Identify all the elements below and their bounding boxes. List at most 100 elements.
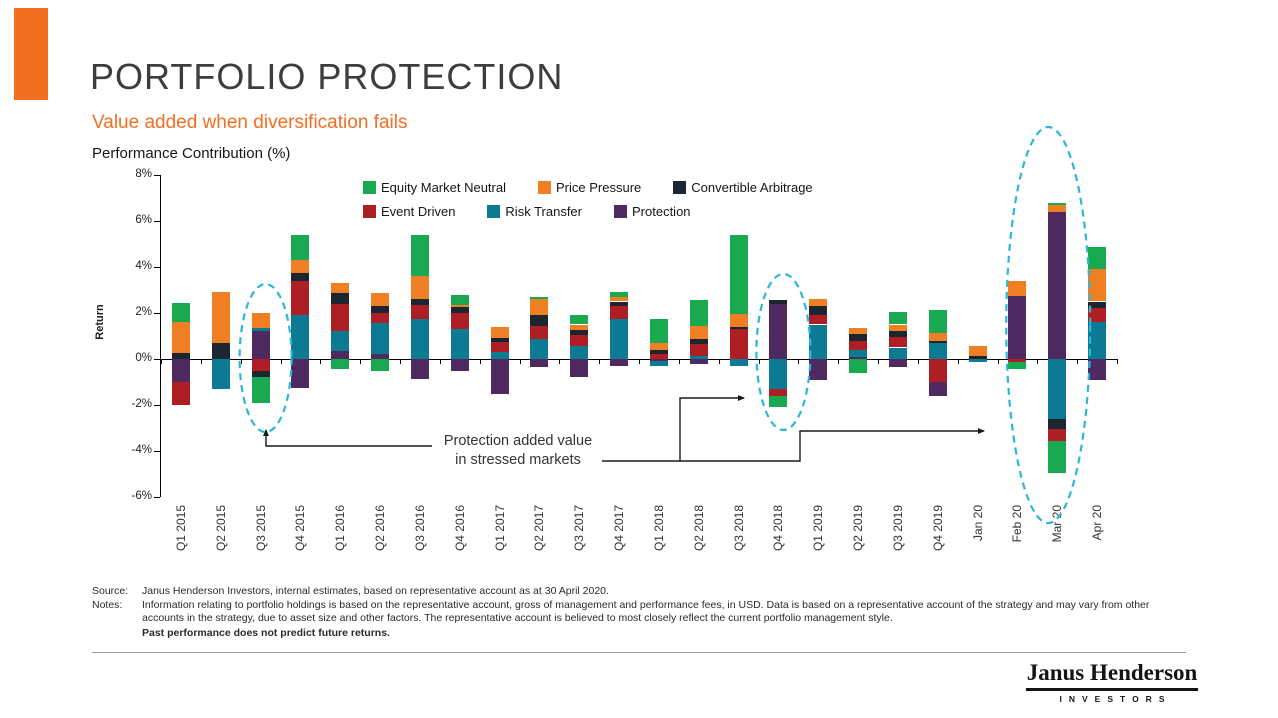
legend-item: Event Driven — [363, 204, 455, 219]
brand-accent-bar — [14, 8, 48, 100]
bar-segment — [450, 307, 469, 313]
x-axis-label: Mar 20 — [1050, 505, 1065, 543]
bar-segment — [490, 352, 509, 359]
legend-swatch — [363, 205, 376, 218]
x-axis-label: Q1 2019 — [811, 505, 826, 552]
bar-segment — [530, 359, 549, 368]
x-axis-tick — [1117, 359, 1118, 364]
bar-segment — [211, 359, 230, 389]
bar-segment — [689, 325, 708, 340]
brand-logo-subtext: INVESTORS — [1059, 694, 1172, 704]
x-axis-label: Q3 2015 — [253, 505, 268, 552]
x-axis-label: Q2 2016 — [373, 505, 388, 552]
bar-segment — [371, 359, 390, 371]
x-axis-label: Q2 2018 — [691, 505, 706, 552]
bar-segment — [410, 359, 429, 379]
bar-segment — [1088, 308, 1107, 323]
bar-segment — [649, 359, 668, 362]
bar-segment — [928, 359, 947, 382]
x-axis-tick — [838, 359, 840, 364]
bar-segment — [171, 353, 190, 359]
bar-segment — [610, 301, 629, 307]
x-axis-tick — [878, 359, 879, 364]
disclaimer-text: Past performance does not predict future… — [142, 626, 390, 639]
bar-segment — [331, 350, 350, 359]
bar-segment — [171, 359, 190, 382]
y-axis-label: 4% — [135, 260, 152, 272]
bar-segment — [490, 359, 509, 394]
x-axis-label: Q3 2019 — [890, 505, 905, 552]
bar-segment — [610, 292, 629, 297]
bar-segment — [729, 326, 748, 330]
x-axis-label: Q3 2017 — [572, 505, 587, 552]
chart-legend: Equity Market Neutral Price Pressure Conve… — [363, 180, 813, 228]
bar-segment — [371, 306, 390, 313]
bar-segment — [530, 325, 549, 340]
bar-segment — [171, 322, 190, 354]
y-axis-tick — [154, 267, 160, 268]
x-axis-label: Q2 2019 — [851, 505, 866, 552]
legend-item: Equity Market Neutral — [363, 180, 506, 195]
x-axis-label: Q3 2018 — [731, 505, 746, 552]
bar-segment — [729, 359, 748, 366]
x-axis-tick — [200, 359, 202, 364]
bar-segment — [331, 359, 350, 370]
bar-segment — [849, 333, 868, 341]
bar-segment — [450, 304, 469, 308]
bar-segment — [331, 283, 350, 294]
bar-segment — [171, 302, 190, 323]
legend-item: Protection — [614, 204, 691, 219]
bar-segment — [1008, 280, 1027, 296]
legend-label: Event Driven — [381, 204, 456, 219]
brand-logo: Janus Henderson INVESTORS — [1026, 660, 1198, 704]
bar-segment — [769, 359, 788, 389]
bar-segment — [530, 315, 549, 326]
bar-segment — [928, 382, 947, 396]
bar-segment — [849, 359, 868, 373]
bar-segment — [769, 395, 788, 408]
bar-segment — [530, 339, 549, 359]
x-axis-label: Apr 20 — [1090, 505, 1105, 541]
bar-segment — [928, 340, 947, 343]
bar-segment — [649, 349, 668, 355]
annotation-callout: Protection added value in stressed marke… — [418, 432, 618, 470]
x-axis-tick — [360, 359, 362, 364]
legend-swatch — [673, 181, 687, 194]
x-axis-tick — [280, 359, 282, 364]
bar-segment — [928, 332, 947, 341]
y-axis-tick — [154, 359, 160, 360]
x-axis-label: Q4 2018 — [771, 505, 786, 552]
bar-segment — [729, 329, 748, 359]
bar-segment — [410, 299, 429, 305]
notes-text: Information relating to portfolio holdin… — [142, 598, 1150, 625]
x-axis-tick — [519, 359, 521, 364]
bar-segment — [888, 347, 907, 359]
bar-segment — [450, 359, 469, 371]
bar-segment — [888, 311, 907, 325]
bar-segment — [490, 326, 509, 338]
footer-divider — [92, 652, 1186, 653]
y-axis-label: -6% — [131, 490, 152, 502]
y-axis-tick — [154, 451, 160, 452]
bar-segment — [769, 300, 788, 304]
x-axis-tick — [599, 359, 601, 364]
legend-swatch — [487, 205, 501, 218]
bar-segment — [410, 234, 429, 277]
bar-segment — [689, 300, 708, 326]
bar-segment — [1008, 295, 1027, 359]
notes-label: Notes: — [92, 598, 123, 611]
bar-segment — [251, 377, 270, 403]
x-axis-label: Q1 2018 — [651, 505, 666, 552]
legend-item: Convertible Arbitrage — [673, 180, 813, 195]
bar-segment — [371, 323, 390, 355]
x-axis-label: Q1 2016 — [333, 505, 348, 552]
legend-item: Price Pressure — [538, 180, 641, 195]
bar-segment — [849, 327, 868, 334]
x-axis-tick — [718, 359, 720, 364]
bar-segment — [968, 345, 987, 357]
bar-segment — [888, 359, 907, 368]
x-axis-tick — [798, 359, 800, 364]
footnotes: Source: Janus Henderson Investors, inter… — [92, 585, 1190, 640]
bar-segment — [689, 344, 708, 356]
